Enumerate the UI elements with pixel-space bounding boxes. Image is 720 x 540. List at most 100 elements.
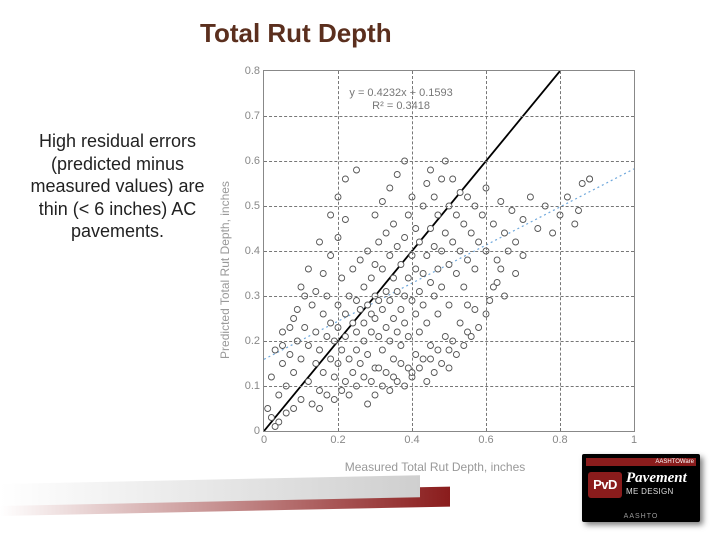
scatter-point	[328, 320, 334, 326]
scatter-point	[472, 266, 478, 272]
scatter-point	[564, 194, 570, 200]
scatter-point	[298, 356, 304, 362]
scatter-point	[317, 347, 323, 353]
scatter-point	[398, 262, 404, 268]
scatter-point	[317, 406, 323, 412]
scatter-point	[320, 311, 326, 317]
scatter-point	[342, 379, 348, 385]
scatter-point	[361, 320, 367, 326]
scatter-point	[498, 199, 504, 205]
scatter-point	[431, 244, 437, 250]
gridline-v	[412, 71, 413, 431]
scatter-point	[383, 370, 389, 376]
xtick-label: 0.6	[478, 431, 493, 446]
scatter-point	[509, 208, 515, 214]
scatter-point	[394, 379, 400, 385]
scatter-point	[283, 410, 289, 416]
scatter-point	[324, 392, 330, 398]
scatter-point	[416, 329, 422, 335]
scatter-point	[280, 343, 286, 349]
scatter-point	[331, 374, 337, 380]
scatter-point	[413, 311, 419, 317]
scatter-point	[287, 325, 293, 331]
scatter-point	[313, 289, 319, 295]
scatter-point	[394, 172, 400, 178]
scatter-point	[354, 298, 360, 304]
scatter-point	[339, 347, 345, 353]
gridline-h	[264, 296, 634, 297]
xtick-label: 0.4	[404, 431, 419, 446]
scatter-point	[391, 275, 397, 281]
x-axis-label: Measured Total Rut Depth, inches	[345, 460, 526, 474]
scatter-point	[272, 347, 278, 353]
scatter-point	[513, 239, 519, 245]
scatter-point	[354, 329, 360, 335]
scatter-point	[383, 230, 389, 236]
scatter-point	[550, 230, 556, 236]
scatter-point	[465, 194, 471, 200]
scatter-point	[324, 334, 330, 340]
scatter-point	[372, 316, 378, 322]
scatter-point	[405, 334, 411, 340]
scatter-point	[439, 176, 445, 182]
scatter-point	[383, 325, 389, 331]
scatter-point	[420, 302, 426, 308]
scatter-point	[376, 334, 382, 340]
scatter-point	[361, 284, 367, 290]
scatter-point	[416, 239, 422, 245]
scatter-point	[446, 262, 452, 268]
scatter-point	[372, 262, 378, 268]
scatter-point	[442, 230, 448, 236]
scatter-point	[424, 320, 430, 326]
slide-title: Total Rut Depth	[200, 18, 600, 49]
scatter-point	[280, 329, 286, 335]
scatter-point	[305, 266, 311, 272]
scatter-point	[387, 253, 393, 259]
scatter-point	[450, 176, 456, 182]
scatter-point	[502, 230, 508, 236]
gridline-h	[264, 251, 634, 252]
scatter-point	[513, 271, 519, 277]
scatter-point	[342, 334, 348, 340]
scatter-point	[331, 397, 337, 403]
scatter-point	[446, 302, 452, 308]
scatter-point	[413, 226, 419, 232]
gridline-v	[560, 71, 561, 431]
scatter-point	[439, 284, 445, 290]
gridline-h	[264, 341, 634, 342]
slide-blurb: High residual errors (predicted minus me…	[30, 130, 205, 243]
scatter-point	[461, 284, 467, 290]
scatter-point	[272, 424, 278, 430]
scatter-point	[379, 266, 385, 272]
scatter-point	[435, 212, 441, 218]
xtick-label: 1	[631, 431, 637, 446]
scatter-point	[305, 343, 311, 349]
scatter-point	[309, 302, 315, 308]
scatter-point	[398, 343, 404, 349]
scatter-point	[398, 361, 404, 367]
scatter-point	[402, 235, 408, 241]
y-axis-label: Predicted Total Rut Depth, inches	[218, 181, 232, 359]
scatter-point	[379, 199, 385, 205]
scatter-point	[276, 392, 282, 398]
gridline-v	[486, 71, 487, 431]
scatter-point	[372, 392, 378, 398]
scatter-point	[313, 329, 319, 335]
scatter-point	[431, 194, 437, 200]
scatter-point	[424, 253, 430, 259]
ytick-label: 0.5	[245, 200, 264, 212]
scatter-point	[342, 217, 348, 223]
scatter-point	[490, 221, 496, 227]
scatter-point	[391, 221, 397, 227]
scatter-point	[428, 343, 434, 349]
scatter-point	[420, 271, 426, 277]
xtick-label: 0.2	[330, 431, 345, 446]
scatter-point	[368, 329, 374, 335]
scatter-point	[291, 316, 297, 322]
scatter-point	[365, 401, 371, 407]
gridline-h	[264, 161, 634, 162]
scatter-point	[468, 230, 474, 236]
scatter-point	[346, 392, 352, 398]
scatter-point	[465, 302, 471, 308]
scatter-point	[465, 257, 471, 263]
